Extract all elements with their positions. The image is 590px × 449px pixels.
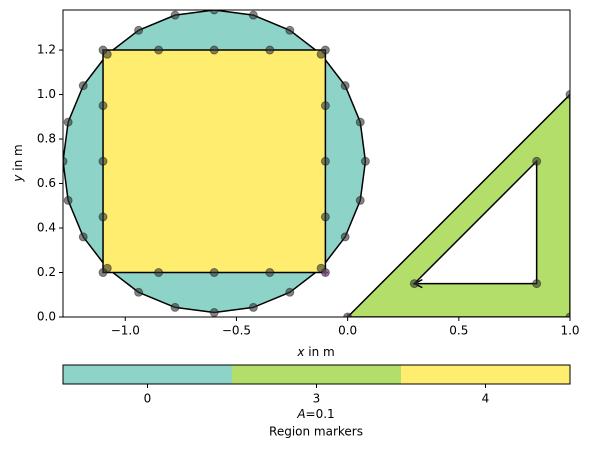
- plot-area: [63, 10, 570, 317]
- mesh-node: [98, 45, 108, 55]
- y-tick-label: 0.4: [37, 221, 56, 235]
- colorbar-tick-label: 4: [482, 392, 490, 406]
- colorbar-tick-label: 0: [144, 392, 152, 406]
- mesh-node: [565, 90, 570, 100]
- mesh-node: [360, 156, 370, 166]
- mesh-node: [565, 312, 570, 317]
- mesh-node: [340, 232, 350, 242]
- mesh-node: [63, 195, 73, 205]
- y-tick-label: 0.6: [37, 176, 56, 190]
- y-tick-label: 0.2: [37, 265, 56, 279]
- mesh-node: [209, 10, 219, 15]
- mesh-node: [209, 45, 219, 55]
- colorbar-label: A=0.1: [296, 407, 334, 421]
- mesh-node: [409, 279, 419, 289]
- mesh-node: [98, 268, 108, 278]
- mesh-node: [320, 101, 330, 111]
- region-point: [344, 314, 351, 317]
- region: [102, 49, 327, 274]
- x-tick-label: −1.0: [111, 324, 140, 338]
- mesh-node: [78, 81, 88, 91]
- mesh-node: [78, 232, 88, 242]
- mesh-node: [532, 156, 542, 166]
- mesh-node: [154, 268, 164, 278]
- mesh-node: [98, 101, 108, 111]
- mesh-node: [320, 45, 330, 55]
- colorbar-tick-label: 3: [313, 392, 321, 406]
- mesh-node: [355, 117, 365, 127]
- mesh-node: [209, 308, 219, 317]
- mesh-node: [285, 25, 295, 35]
- mesh-node: [170, 10, 180, 20]
- mesh-node: [98, 156, 108, 166]
- mesh-node: [532, 279, 542, 289]
- mesh-node: [265, 268, 275, 278]
- y-tick-label: 0.0: [37, 310, 56, 324]
- x-tick-label: 0.5: [449, 324, 468, 338]
- mesh-node: [340, 81, 350, 91]
- colorbar-title: Region markers: [269, 425, 363, 439]
- mesh-node: [320, 212, 330, 222]
- colorbar-segment: [401, 365, 570, 384]
- mesh-node: [285, 287, 295, 297]
- mesh-node: [209, 268, 219, 278]
- y-tick-label: 0.8: [37, 132, 56, 146]
- region-point: [322, 269, 329, 276]
- mesh-node: [134, 287, 144, 297]
- mesh-node: [134, 25, 144, 35]
- mesh-node: [63, 156, 68, 166]
- y-tick-label: 1.0: [37, 87, 56, 101]
- x-tick-label: 0.0: [338, 324, 357, 338]
- colorbar-frame: [62, 364, 571, 385]
- colorbar-value: =0.1: [306, 407, 335, 421]
- plot-frame: [62, 9, 571, 318]
- mesh-node: [98, 212, 108, 222]
- y-axis-label: y in m: [11, 144, 25, 182]
- y-tick-label: 1.2: [37, 43, 56, 57]
- mesh-node: [355, 195, 365, 205]
- mesh-node: [170, 302, 180, 312]
- mesh-node: [248, 302, 258, 312]
- x-symbol: x: [296, 345, 305, 359]
- x-axis-label: x in m: [296, 345, 334, 359]
- mesh-node: [154, 45, 164, 55]
- y-symbol: y: [11, 174, 25, 183]
- colorbar-symbol: A: [296, 407, 305, 421]
- colorbar-segment: [63, 365, 232, 384]
- mesh-node: [320, 156, 330, 166]
- region: [346, 93, 570, 317]
- mesh-node: [248, 10, 258, 20]
- mesh-node: [63, 117, 73, 127]
- x-tick-label: −0.5: [222, 324, 251, 338]
- y-unit: in m: [11, 144, 25, 174]
- x-unit: in m: [304, 345, 334, 359]
- mesh-node: [265, 45, 275, 55]
- x-tick-label: 1.0: [560, 324, 579, 338]
- colorbar-segment: [232, 365, 401, 384]
